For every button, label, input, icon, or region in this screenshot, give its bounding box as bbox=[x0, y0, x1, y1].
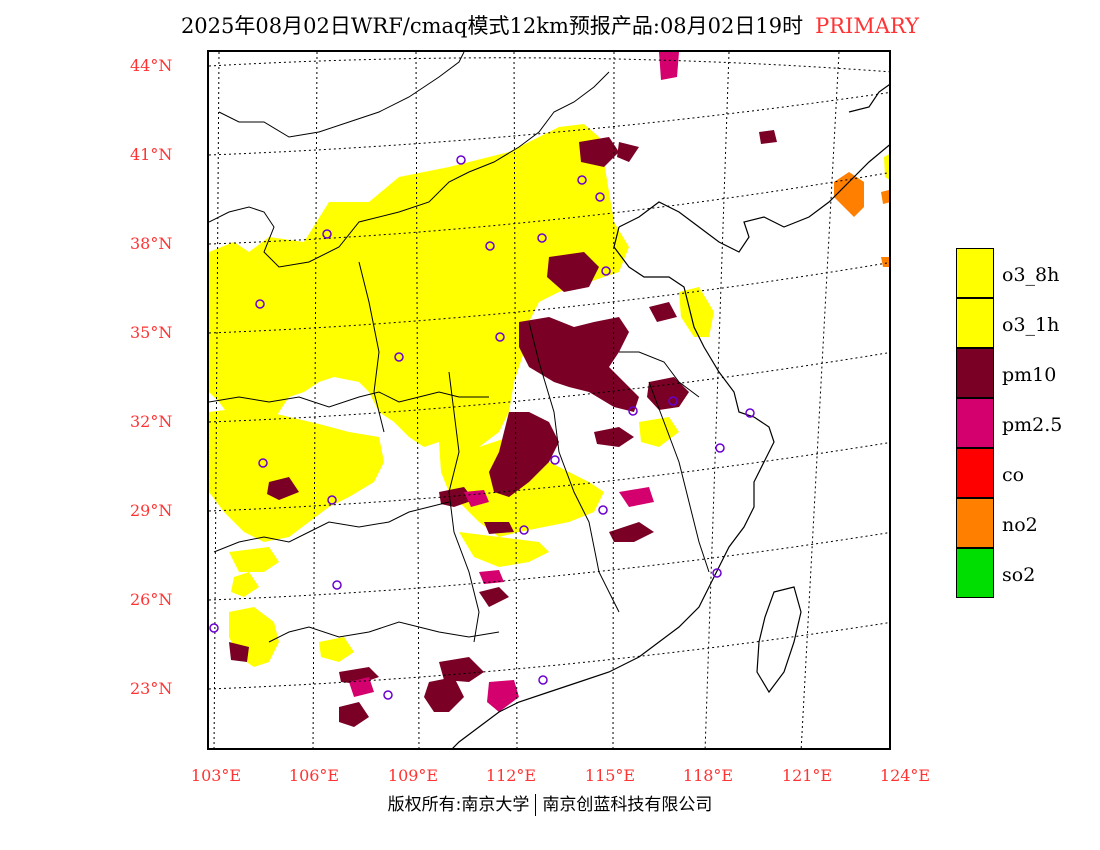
legend-label: o3_1h bbox=[1002, 314, 1060, 336]
legend-item-pm10: pm10 bbox=[956, 348, 1100, 398]
legend-item-no2: no2 bbox=[956, 498, 1100, 548]
legend-item-o3-1h: o3_1h bbox=[956, 298, 1100, 348]
legend-label: o3_8h bbox=[1002, 264, 1060, 286]
lat-label-35: 35°N bbox=[130, 323, 173, 342]
legend-item-pm25: pm2.5 bbox=[956, 398, 1100, 448]
legend-swatch bbox=[956, 448, 994, 498]
lat-label-32: 32°N bbox=[130, 412, 173, 431]
lon-label-109: 109°E bbox=[387, 766, 439, 785]
lon-label-118: 118°E bbox=[682, 766, 734, 785]
no2-region bbox=[834, 172, 889, 267]
o3-region bbox=[209, 124, 889, 667]
legend-item-o3-8h: o3_8h bbox=[956, 248, 1100, 298]
legend-label: no2 bbox=[1002, 514, 1038, 536]
lat-label-41: 41°N bbox=[130, 145, 173, 164]
coastline bbox=[452, 84, 889, 748]
lat-label-26: 26°N bbox=[130, 590, 173, 609]
lon-label-106: 106°E bbox=[288, 766, 340, 785]
copyright-footer: 版权所有:南京大学 南京创蓝科技有限公司 bbox=[0, 790, 1100, 816]
legend-swatch bbox=[956, 298, 994, 348]
copyright-right: 南京创蓝科技有限公司 bbox=[542, 795, 713, 815]
pm10-region bbox=[229, 130, 777, 727]
primary-tag: PRIMARY bbox=[815, 14, 920, 38]
title-text: 2025年08月02日WRF/cmaq模式12km预报产品:08月02日19时 bbox=[180, 14, 804, 38]
lon-label-121: 121°E bbox=[781, 766, 833, 785]
graticule bbox=[209, 52, 889, 748]
legend-swatch bbox=[956, 248, 994, 298]
lat-label-44: 44°N bbox=[130, 56, 173, 75]
legend-label: pm10 bbox=[1002, 364, 1057, 386]
legend-item-co: co bbox=[956, 448, 1100, 498]
legend-label: so2 bbox=[1002, 564, 1036, 586]
lat-label-38: 38°N bbox=[130, 234, 173, 253]
province-borders bbox=[209, 52, 710, 643]
legend-item-so2: so2 bbox=[956, 548, 1100, 598]
legend-swatch bbox=[956, 548, 994, 598]
legend-swatch bbox=[956, 398, 994, 448]
pollutant-legend: o3_8h o3_1h pm10 pm2.5 co no2 so2 bbox=[956, 248, 1100, 598]
lat-label-29: 29°N bbox=[130, 501, 173, 520]
map-panel[interactable] bbox=[207, 50, 891, 750]
legend-swatch bbox=[956, 498, 994, 548]
lon-label-115: 115°E bbox=[584, 766, 636, 785]
lon-label-103: 103°E bbox=[190, 766, 242, 785]
copyright-separator bbox=[535, 794, 537, 816]
city-markers bbox=[209, 155, 755, 700]
lat-label-23: 23°N bbox=[130, 679, 173, 698]
lon-label-112: 112°E bbox=[485, 766, 537, 785]
legend-swatch bbox=[956, 348, 994, 398]
legend-label: pm2.5 bbox=[1002, 414, 1063, 436]
map-canvas bbox=[209, 52, 889, 748]
copyright-left: 版权所有:南京大学 bbox=[387, 795, 530, 815]
map-title: 2025年08月02日WRF/cmaq模式12km预报产品:08月02日19时 P… bbox=[0, 10, 1100, 42]
lon-label-124: 124°E bbox=[879, 766, 931, 785]
legend-label: co bbox=[1002, 464, 1025, 486]
